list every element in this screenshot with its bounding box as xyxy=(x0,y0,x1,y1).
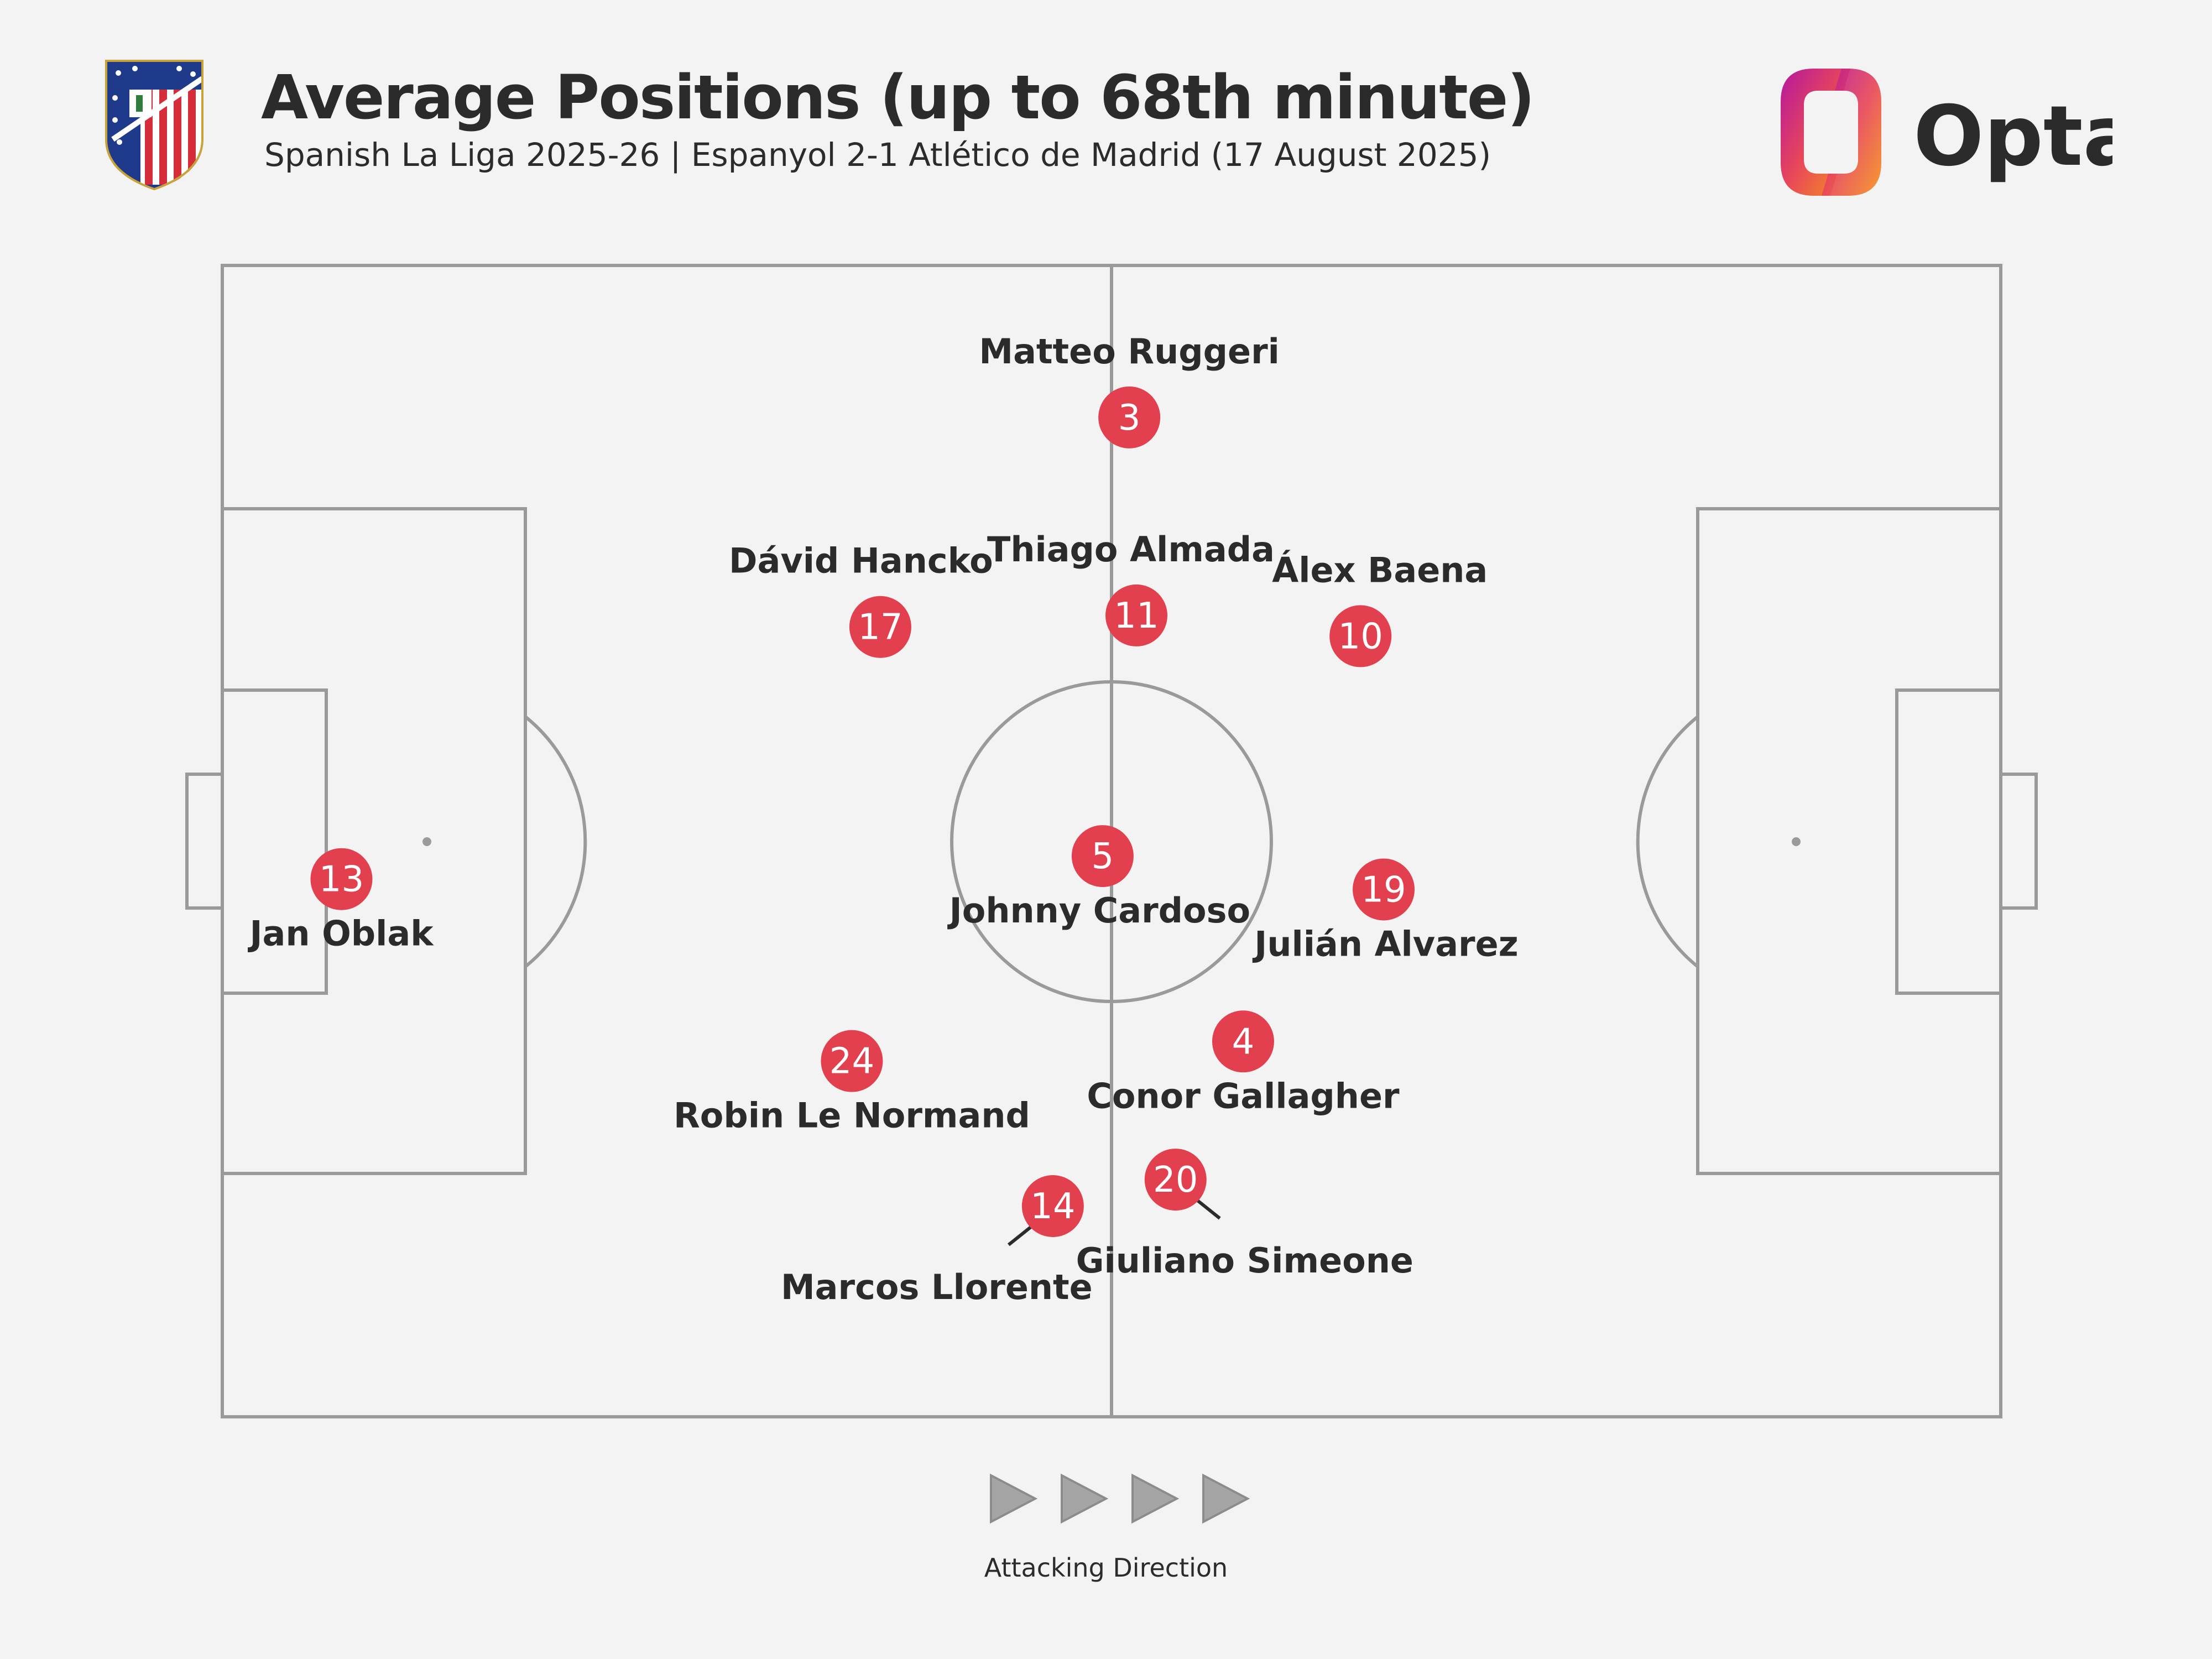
left-goal xyxy=(185,773,224,910)
centre-circle xyxy=(950,680,1273,1003)
player-name: Julián Alvarez xyxy=(1252,924,1518,964)
player-number: 3 xyxy=(1118,398,1141,439)
player-name: Conor Gallagher xyxy=(1087,1076,1400,1116)
right-penalty-spot xyxy=(1792,837,1801,846)
attack-arrow-icon xyxy=(990,1473,1038,1524)
player-name: Marcos Llorente xyxy=(781,1267,1093,1307)
player-marker: 5 Johnny Cardoso xyxy=(947,825,1250,931)
player-name: Johnny Cardoso xyxy=(947,890,1250,931)
player-number: 13 xyxy=(319,859,364,900)
left-penalty-spot xyxy=(422,837,431,846)
player-markers: 3 Matteo Ruggeri 17 Dávid Hancko 11 Thiago Al… xyxy=(247,331,1518,1307)
right-penalty-arc xyxy=(1636,715,1699,968)
player-name: Dávid Hancko xyxy=(729,541,993,581)
player-name: Álex Baena xyxy=(1272,550,1488,590)
attacking-direction-label: Attacking Direction xyxy=(984,1553,1228,1583)
player-name: Giuliano Simeone xyxy=(1076,1240,1413,1281)
attack-arrow-icon xyxy=(1131,1473,1180,1524)
player-marker: 13 Jan Oblak xyxy=(247,848,434,954)
player-marker: 3 Matteo Ruggeri xyxy=(979,331,1280,448)
player-number: 5 xyxy=(1092,836,1114,877)
player-dot xyxy=(1071,825,1134,888)
player-dot xyxy=(1212,1010,1274,1073)
player-number: 14 xyxy=(1030,1186,1075,1227)
player-marker: 11 Thiago Almada xyxy=(987,529,1275,646)
player-dot xyxy=(1098,386,1161,448)
player-dot xyxy=(849,596,911,658)
player-marker: 20 Giuliano Simeone xyxy=(1076,1149,1413,1281)
page-title: Average Positions (up to 68th minute) xyxy=(261,62,1535,133)
right-penalty-area xyxy=(1696,507,2002,1175)
player-name: Matteo Ruggeri xyxy=(979,331,1280,372)
attack-arrow-icon xyxy=(1202,1473,1250,1524)
player-number: 11 xyxy=(1114,596,1159,637)
player-dot xyxy=(1144,1149,1207,1211)
player-marker: 24 Robin Le Normand xyxy=(674,1030,1030,1136)
atletico-madrid-crest-icon xyxy=(105,60,204,190)
player-marker: 14 Marcos Llorente xyxy=(781,1175,1093,1307)
page-subtitle: Spanish La Liga 2025-26 | Espanyol 2-1 A… xyxy=(264,136,1491,174)
player-number: 20 xyxy=(1153,1160,1198,1201)
player-name: Robin Le Normand xyxy=(674,1095,1030,1136)
player-number: 17 xyxy=(858,607,902,648)
player-dot xyxy=(1329,605,1392,667)
attack-arrow-icon xyxy=(1061,1473,1109,1524)
player-dot xyxy=(1105,584,1168,646)
right-six-yard-box xyxy=(1895,688,2002,995)
player-dot xyxy=(1021,1175,1084,1237)
right-goal xyxy=(1999,773,2038,910)
player-dot xyxy=(821,1030,883,1092)
player-dot xyxy=(1353,858,1415,921)
player-number: 4 xyxy=(1232,1021,1255,1062)
player-marker: 10 Álex Baena xyxy=(1272,550,1488,667)
player-marker: 4 Conor Gallagher xyxy=(1087,1010,1400,1116)
player-dot xyxy=(310,848,373,910)
player-name: Thiago Almada xyxy=(987,529,1275,570)
player-number: 24 xyxy=(830,1041,874,1082)
player-marker: 19 Julián Alvarez xyxy=(1252,858,1519,964)
player-number: 10 xyxy=(1338,616,1383,657)
player-marker: 17 Dávid Hancko xyxy=(729,541,993,658)
opta-brand-text: Opta xyxy=(1913,88,2112,185)
player-name: Jan Oblak xyxy=(247,914,434,954)
opta-logo-icon: Opta xyxy=(1781,69,2112,196)
left-penalty-arc xyxy=(524,715,587,968)
left-penalty-area xyxy=(221,507,527,1175)
player-number: 19 xyxy=(1361,869,1406,910)
